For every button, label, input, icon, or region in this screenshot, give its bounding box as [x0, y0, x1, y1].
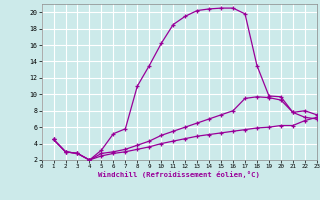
X-axis label: Windchill (Refroidissement éolien,°C): Windchill (Refroidissement éolien,°C): [98, 171, 260, 178]
